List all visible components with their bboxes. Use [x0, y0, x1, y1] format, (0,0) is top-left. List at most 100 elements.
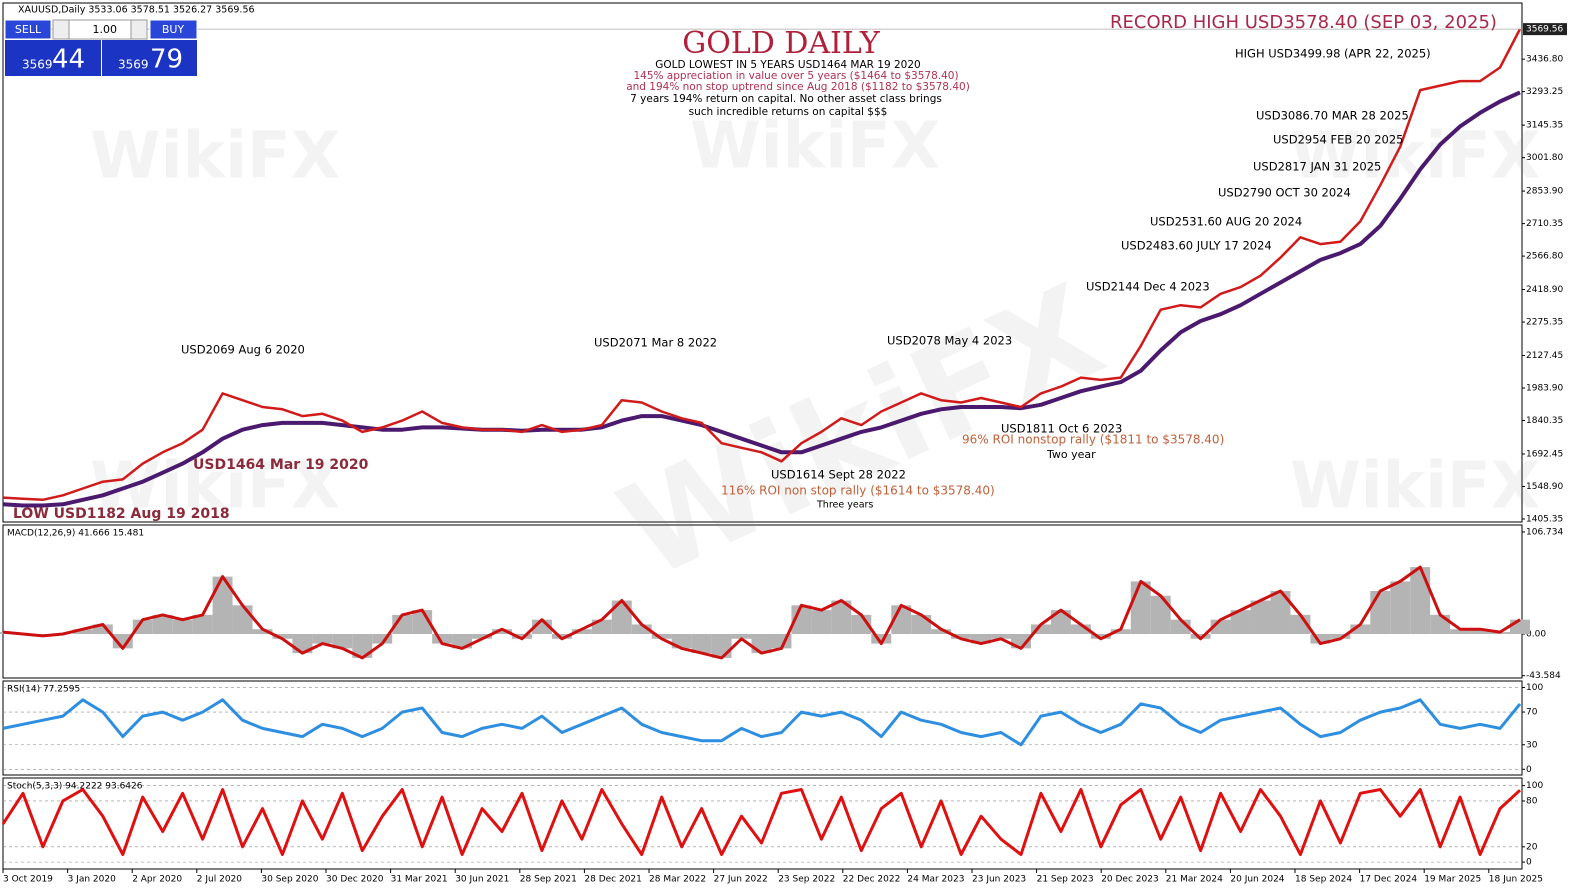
ask-big[interactable]: 3569 [118, 58, 149, 72]
annotation: USD2078 May 4 2023 [887, 334, 1012, 348]
x-tick-label: 18 Jun 2025 [1489, 875, 1543, 885]
indicator-title: Stoch(5,3,3) 94.2222 93.6426 [7, 782, 143, 792]
annotation: LOW USD1182 Aug 19 2018 [13, 506, 230, 522]
x-tick-label: 23 Jun 2023 [972, 875, 1026, 885]
macd-bar [911, 614, 932, 635]
x-tick-label: 21 Sep 2023 [1037, 875, 1094, 885]
macd-bar [551, 634, 572, 639]
bid-box[interactable] [5, 40, 101, 76]
sell-button[interactable] [4, 19, 52, 40]
macd-bar [951, 634, 972, 639]
macd-bar [971, 634, 992, 644]
annotation: 7 years 194% return on capital. No other… [630, 93, 942, 105]
price-line [2, 90, 1521, 508]
x-tick-label: 28 Dec 2021 [584, 875, 642, 885]
annotation: GOLD DAILY [682, 26, 881, 61]
macd-bar [272, 634, 293, 639]
macd-bar [372, 634, 393, 644]
x-tick-label: 20 Jun 2024 [1230, 875, 1284, 885]
annotation: Two year [1046, 448, 1096, 461]
macd-bar [1410, 567, 1431, 635]
annotation: USD2071 Mar 8 2022 [594, 336, 717, 350]
y-tick-label: 1692.45 [1526, 449, 1563, 459]
macd-bar [252, 629, 273, 635]
x-tick-label: 30 Jun 2021 [455, 875, 509, 885]
bid-big[interactable]: 3569 [22, 58, 53, 72]
sell-label[interactable]: SELL [15, 23, 42, 36]
y-tick-label: 2566.80 [1526, 252, 1563, 262]
x-tick-label: 18 Sep 2024 [1295, 875, 1352, 885]
annotation: USD2069 Aug 6 2020 [181, 343, 305, 357]
macd-bar [1030, 624, 1051, 635]
macd-bar [492, 629, 512, 635]
macd-bar [72, 629, 93, 635]
macd-panel [2, 524, 1523, 679]
y-tick-label: 0 [1526, 858, 1532, 868]
macd-bar [611, 600, 632, 635]
macd-bar [112, 634, 133, 649]
x-tick-label: 3 Jan 2020 [68, 875, 116, 885]
macd-bar [1130, 581, 1151, 635]
y-tick-label: 30 [1526, 740, 1538, 750]
macd-bar [132, 619, 153, 635]
y-tick-label: 1548.90 [1526, 482, 1563, 492]
macd-bar [931, 629, 952, 635]
annotation: USD1614 Sept 28 2022 [771, 468, 906, 482]
x-tick-label: 21 Mar 2024 [1166, 875, 1223, 885]
macd-bar [172, 619, 193, 635]
y-tick-label: 100 [1526, 781, 1543, 791]
price-line [2, 28, 1522, 502]
macd-bar [1050, 610, 1071, 635]
indicator-line [2, 698, 1522, 747]
main-panel [2, 2, 1523, 523]
y-tick-label: 106.734 [1526, 527, 1563, 537]
macd-bar [731, 634, 752, 639]
one-click-trading: SELL 1.00 BUY 3569 44 3569 79 [4, 19, 198, 76]
macd-bar [691, 634, 712, 654]
y-tick-label: 1840.35 [1526, 416, 1563, 426]
macd-bar [232, 605, 253, 635]
annotation: such incredible returns on capital $$$ [689, 106, 888, 118]
macd-bar [1190, 634, 1211, 639]
indicator-line [1, 788, 1522, 856]
annotation: USD2144 Dec 4 2023 [1086, 280, 1210, 294]
macd-bar [1450, 629, 1471, 635]
annotation: Three years [816, 500, 873, 511]
annotation: 116% ROI non stop rally ($1614 to $3578.… [721, 484, 995, 498]
annotation: GOLD LOWEST IN 5 YEARS USD1464 MAR 19 20… [655, 59, 920, 71]
annotation: RECORD HIGH USD3578.40 (SEP 03, 2025) [1110, 12, 1497, 33]
macd-bar [511, 634, 532, 639]
y-tick-label: 0.00 [1526, 630, 1546, 640]
x-tick-label: 30 Dec 2020 [326, 875, 384, 885]
y-tick-label: 3293.25 [1526, 87, 1563, 97]
bid-small[interactable]: 44 [52, 45, 85, 75]
macd-bar [571, 629, 592, 635]
annotation: USD2817 JAN 31 2025 [1253, 160, 1381, 174]
lots-value[interactable]: 1.00 [93, 23, 118, 36]
buy-button[interactable] [149, 19, 198, 40]
lots-down[interactable] [52, 19, 70, 40]
y-tick-label: 1405.35 [1526, 514, 1563, 524]
macd-bar [432, 634, 453, 644]
buy-label[interactable]: BUY [162, 23, 185, 36]
macd-bar [1070, 624, 1091, 635]
lots-up[interactable] [130, 19, 148, 40]
ask-small[interactable]: 79 [150, 45, 183, 75]
y-tick-label: 70 [1526, 708, 1538, 718]
annotation: USD2483.60 JULY 17 2024 [1121, 239, 1272, 253]
y-tick-label: 2853.90 [1526, 187, 1563, 197]
macd-bar [152, 614, 173, 635]
x-tick-label: 31 Mar 2021 [391, 875, 448, 885]
x-tick-label: 28 Mar 2022 [649, 875, 706, 885]
x-tick-label: 19 Mar 2025 [1424, 875, 1481, 885]
macd-bar [472, 634, 493, 639]
ask-box[interactable] [102, 40, 197, 76]
y-tick-label: 80 [1526, 796, 1538, 806]
annotation: USD2790 OCT 30 2024 [1218, 186, 1351, 200]
y-tick-label: 1983.90 [1526, 384, 1563, 394]
macd-bar [212, 576, 233, 635]
current-price-label: 3569.56 [1526, 25, 1563, 35]
y-tick-label: 100 [1526, 683, 1543, 693]
